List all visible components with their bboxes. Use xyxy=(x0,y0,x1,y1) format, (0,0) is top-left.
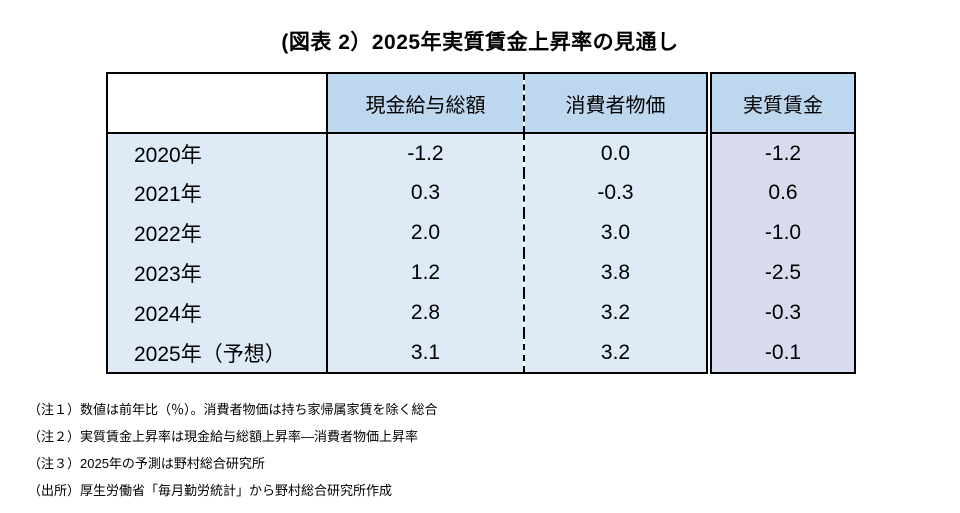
year-cell: 2021年 xyxy=(107,173,327,213)
year-cell: 2025年（予想） xyxy=(107,333,327,373)
source-line: （出所）厚生労働省「毎月勤労統計」から野村総合研究所作成 xyxy=(28,483,393,498)
note-line-1: （注１）数値は前年比（％）。消費者物価は持ち家帰属家賃を除く総合 xyxy=(28,402,438,417)
cash-wages-cell: 3.1 xyxy=(326,333,525,373)
table-row: 2020年 -1.2 0.0 -1.2 xyxy=(107,133,855,173)
real-wage-cell: 0.6 xyxy=(706,173,855,213)
column-header-real-wages: 実質賃金 xyxy=(706,73,855,134)
page-title: (図表 2）2025年実質賃金上昇率の見通し xyxy=(281,31,679,54)
table-header-row: 現金給与総額 消費者物価 実質賃金 xyxy=(107,73,855,134)
real-wage-cell: -2.5 xyxy=(706,253,855,293)
cash-wages-cell: 2.8 xyxy=(326,293,525,333)
real-wage-cell: -0.3 xyxy=(706,293,855,333)
cash-wages-cell: 1.2 xyxy=(326,253,525,293)
table-row: 2025年（予想） 3.1 3.2 -0.1 xyxy=(107,333,855,373)
year-cell: 2023年 xyxy=(107,253,327,293)
cash-wages-cell: 0.3 xyxy=(326,173,525,213)
note-line-3: （注３）2025年の予測は野村総合研究所 xyxy=(28,456,265,471)
cpi-cell: 3.2 xyxy=(524,333,709,373)
table-row: 2023年 1.2 3.8 -2.5 xyxy=(107,253,855,293)
real-wage-table: 現金給与総額 消費者物価 実質賃金 2020年 -1.2 0.0 -1.2 20… xyxy=(106,72,856,374)
cash-wages-cell: -1.2 xyxy=(326,133,525,173)
cpi-cell: 3.8 xyxy=(524,253,709,293)
year-cell: 2022年 xyxy=(107,213,327,253)
cpi-cell: 0.0 xyxy=(524,133,709,173)
corner-cell xyxy=(107,73,327,134)
table-row: 2021年 0.3 -0.3 0.6 xyxy=(107,173,855,213)
real-wage-cell: -0.1 xyxy=(706,333,855,373)
cash-wages-cell: 2.0 xyxy=(326,213,525,253)
column-header-cpi: 消費者物価 xyxy=(524,73,709,134)
table-row: 2024年 2.8 3.2 -0.3 xyxy=(107,293,855,333)
real-wage-cell: -1.0 xyxy=(706,213,855,253)
table-row: 2022年 2.0 3.0 -1.0 xyxy=(107,213,855,253)
column-header-cash-wages: 現金給与総額 xyxy=(326,73,525,134)
footnotes: （注１）数値は前年比（％）。消費者物価は持ち家帰属家賃を除く総合 （注２）実質賃… xyxy=(28,396,438,504)
cpi-cell: -0.3 xyxy=(524,173,709,213)
cpi-cell: 3.2 xyxy=(524,293,709,333)
cpi-cell: 3.0 xyxy=(524,213,709,253)
note-line-2: （注２）実質賃金上昇率は現金給与総額上昇率―消費者物価上昇率 xyxy=(28,429,419,444)
real-wage-cell: -1.2 xyxy=(706,133,855,173)
year-cell: 2020年 xyxy=(107,133,327,173)
year-cell: 2024年 xyxy=(107,293,327,333)
